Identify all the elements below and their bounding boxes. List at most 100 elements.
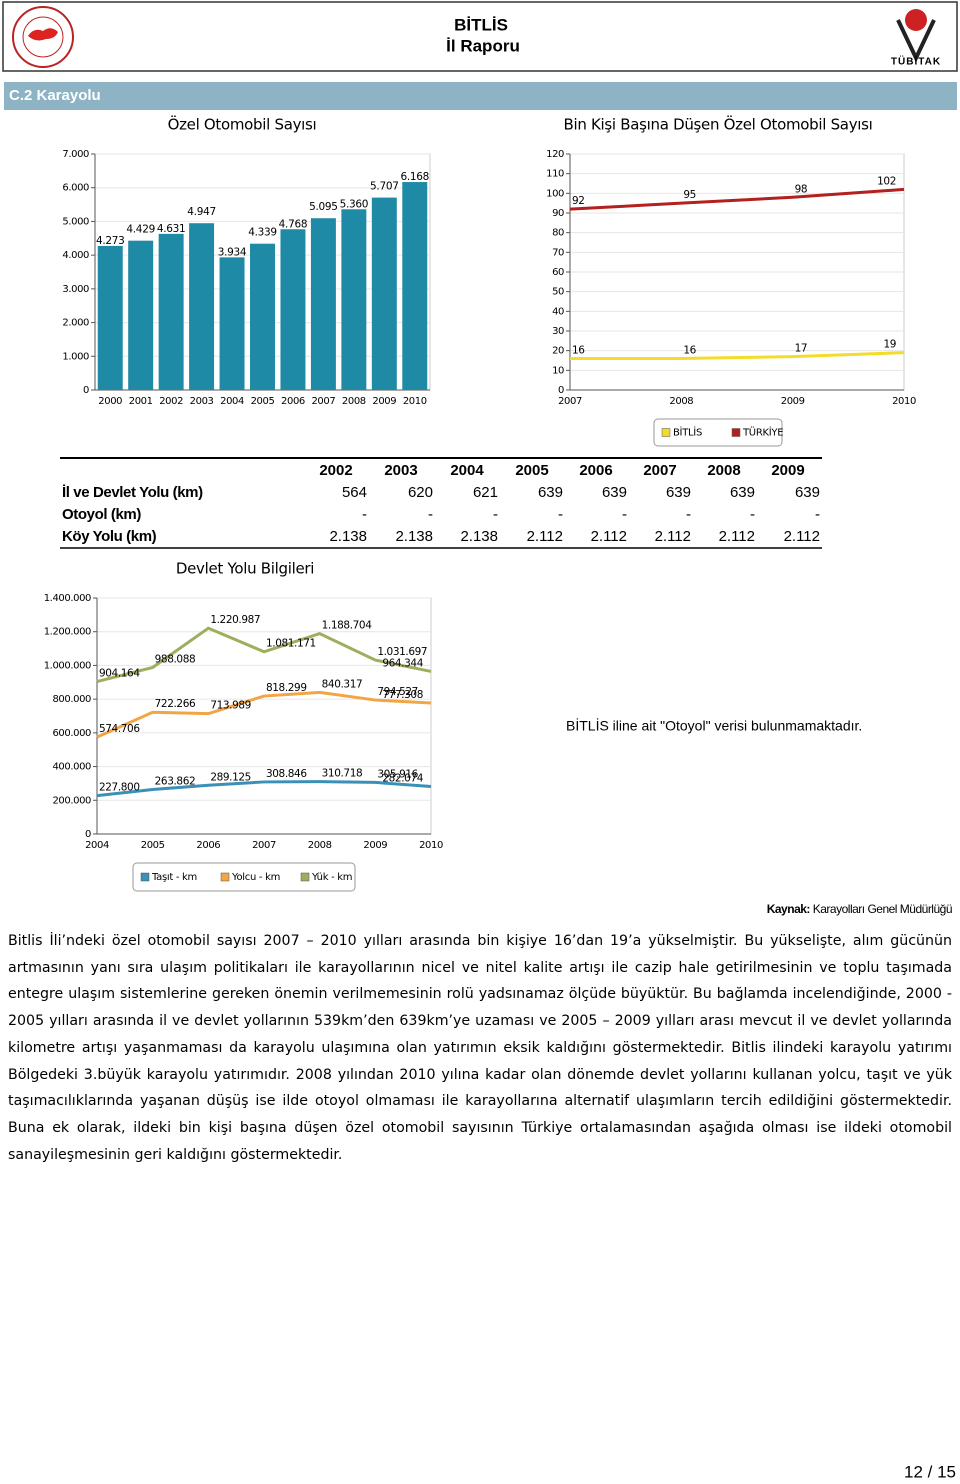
table-cell: 2.138 bbox=[395, 528, 433, 545]
bar bbox=[97, 245, 123, 390]
x-tick-label: 2010 bbox=[419, 840, 443, 851]
table-cell: - bbox=[558, 506, 563, 523]
y-tick-label: 0 bbox=[83, 385, 89, 396]
table-header: 2005 bbox=[515, 462, 548, 479]
bar bbox=[310, 218, 336, 390]
y-tick-label: 5.000 bbox=[62, 216, 89, 227]
paragraph: Bitlis İli’ndeki özel otomobil sayısı 20… bbox=[8, 933, 952, 1163]
table-header: 2004 bbox=[450, 462, 484, 479]
value-label: 95 bbox=[683, 189, 696, 201]
y-tick-label: 80 bbox=[552, 228, 564, 239]
y-tick-label: 90 bbox=[552, 208, 564, 219]
bar bbox=[189, 223, 215, 390]
y-tick-label: 1.400.000 bbox=[44, 593, 91, 604]
value-label: 17 bbox=[795, 343, 808, 355]
legend-swatch bbox=[300, 872, 310, 882]
value-label: 4.631 bbox=[157, 223, 186, 235]
y-tick-label: 1.000.000 bbox=[44, 660, 91, 671]
value-label: 102 bbox=[877, 175, 896, 187]
source-label: Kaynak: bbox=[767, 902, 810, 916]
value-label: 3.934 bbox=[218, 246, 247, 258]
y-tick-label: 6.000 bbox=[62, 183, 89, 194]
bar bbox=[250, 243, 275, 390]
ministry-logo bbox=[12, 6, 74, 68]
line bbox=[569, 187, 905, 211]
legend-swatch bbox=[731, 428, 741, 437]
x-tick-label: 2004 bbox=[220, 396, 244, 407]
value-label: 308.846 bbox=[266, 768, 307, 780]
tubitak-logo: TÜBİTAK bbox=[891, 9, 940, 68]
value-label: 263.862 bbox=[155, 776, 196, 788]
bar bbox=[128, 240, 154, 390]
value-label: 840.317 bbox=[322, 678, 363, 690]
table-cell: - bbox=[362, 506, 367, 523]
section-bar bbox=[4, 82, 957, 110]
table-row-label: Köy Yolu (km) bbox=[62, 528, 157, 545]
y-tick-label: 100 bbox=[546, 188, 564, 199]
x-tick-label: 2009 bbox=[781, 396, 805, 407]
bar bbox=[158, 233, 184, 390]
value-label: 92 bbox=[572, 195, 585, 207]
table-header: 2006 bbox=[579, 462, 612, 479]
chart-title: Bin Kişi Başına Düşen Özel Otomobil Sayı… bbox=[563, 115, 872, 134]
value-label: 305.916 bbox=[377, 768, 418, 780]
table-cell: - bbox=[750, 506, 755, 523]
value-label: 1.220.987 bbox=[210, 614, 260, 626]
value-label: 16 bbox=[572, 345, 585, 357]
value-label: 964.344 bbox=[382, 657, 423, 669]
value-label: 16 bbox=[683, 345, 696, 357]
y-tick-label: 800.000 bbox=[52, 694, 91, 705]
x-tick-label: 2001 bbox=[129, 396, 153, 407]
table-cell: 2.112 bbox=[784, 528, 820, 545]
chart-title: Özel Otomobil Sayısı bbox=[168, 115, 317, 134]
header-subtitle: İl Raporu bbox=[446, 36, 520, 55]
y-tick-label: 70 bbox=[552, 247, 564, 258]
value-label: 722.266 bbox=[155, 698, 196, 710]
y-tick-label: 30 bbox=[552, 326, 564, 337]
table-cell: - bbox=[815, 506, 820, 523]
legend-label: TÜRKİYE bbox=[742, 426, 783, 439]
table-cell: 2.112 bbox=[591, 528, 627, 545]
value-label: 1.031.697 bbox=[377, 646, 427, 658]
bar bbox=[341, 209, 367, 390]
value-label: 6.168 bbox=[400, 171, 429, 183]
y-tick-label: 0 bbox=[558, 385, 564, 396]
header-box bbox=[2, 1, 958, 72]
section-title: C.2 Karayolu bbox=[9, 87, 101, 104]
value-label: 4.429 bbox=[126, 224, 155, 236]
x-tick-label: 2003 bbox=[190, 396, 214, 407]
x-tick-label: 2009 bbox=[372, 396, 396, 407]
x-tick-label: 2006 bbox=[281, 396, 305, 407]
y-tick-label: 110 bbox=[546, 169, 564, 180]
value-label: 1.081.171 bbox=[266, 638, 316, 650]
y-tick-label: 10 bbox=[552, 365, 564, 376]
legend-swatch bbox=[140, 872, 150, 882]
y-tick-label: 120 bbox=[546, 149, 564, 160]
value-label: 4.947 bbox=[187, 206, 216, 218]
table-cell: 639 bbox=[666, 484, 691, 501]
table-header: 2002 bbox=[319, 462, 352, 479]
value-label: 227.800 bbox=[99, 782, 140, 794]
y-tick-label: 4.000 bbox=[62, 250, 89, 261]
legend-label: Taşıt - km bbox=[151, 872, 197, 883]
table-row-label: Otoyol (km) bbox=[62, 506, 141, 523]
y-tick-label: 50 bbox=[552, 287, 564, 298]
table-cell: 564 bbox=[342, 484, 367, 501]
table-cell: 2.138 bbox=[460, 528, 498, 545]
x-tick-label: 2004 bbox=[85, 840, 109, 851]
x-tick-label: 2007 bbox=[252, 840, 276, 851]
value-label: 5.095 bbox=[309, 201, 338, 213]
table-header: 2007 bbox=[643, 462, 676, 479]
table-header: 2008 bbox=[707, 462, 740, 479]
y-tick-label: 0 bbox=[85, 829, 91, 840]
value-label: 4.768 bbox=[279, 218, 308, 230]
table-cell: 639 bbox=[795, 484, 820, 501]
legend-box bbox=[653, 418, 783, 447]
table-header: 2003 bbox=[384, 462, 417, 479]
value-label: 794.527 bbox=[377, 686, 418, 698]
plot-frame bbox=[96, 597, 432, 835]
table-row-label: İl ve Devlet Yolu (km) bbox=[62, 484, 203, 501]
chart-title: Devlet Yolu Bilgileri bbox=[176, 560, 314, 578]
